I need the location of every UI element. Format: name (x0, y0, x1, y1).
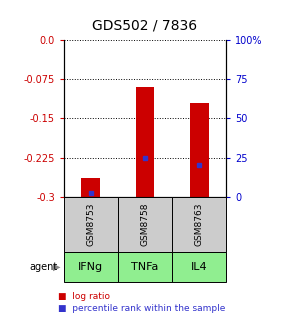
Text: ■  percentile rank within the sample: ■ percentile rank within the sample (58, 304, 225, 313)
Text: IL4: IL4 (191, 262, 207, 272)
Bar (135, 87, 155, 197)
Text: ▶: ▶ (53, 262, 61, 272)
Text: TNFa: TNFa (131, 262, 159, 272)
Text: GDS502 / 7836: GDS502 / 7836 (93, 18, 197, 33)
Text: IFNg: IFNg (78, 262, 104, 272)
Text: GSM8763: GSM8763 (195, 203, 204, 246)
Bar (81, 178, 100, 197)
Text: ■  log ratio: ■ log ratio (58, 292, 110, 301)
Text: agent: agent (30, 262, 58, 272)
Text: GSM8758: GSM8758 (140, 203, 150, 246)
Text: GSM8753: GSM8753 (86, 203, 95, 246)
Bar (190, 103, 209, 197)
